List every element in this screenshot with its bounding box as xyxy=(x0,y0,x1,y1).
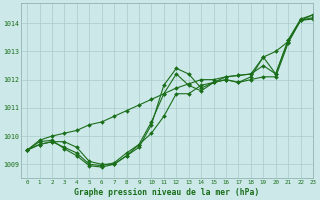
X-axis label: Graphe pression niveau de la mer (hPa): Graphe pression niveau de la mer (hPa) xyxy=(74,188,260,197)
